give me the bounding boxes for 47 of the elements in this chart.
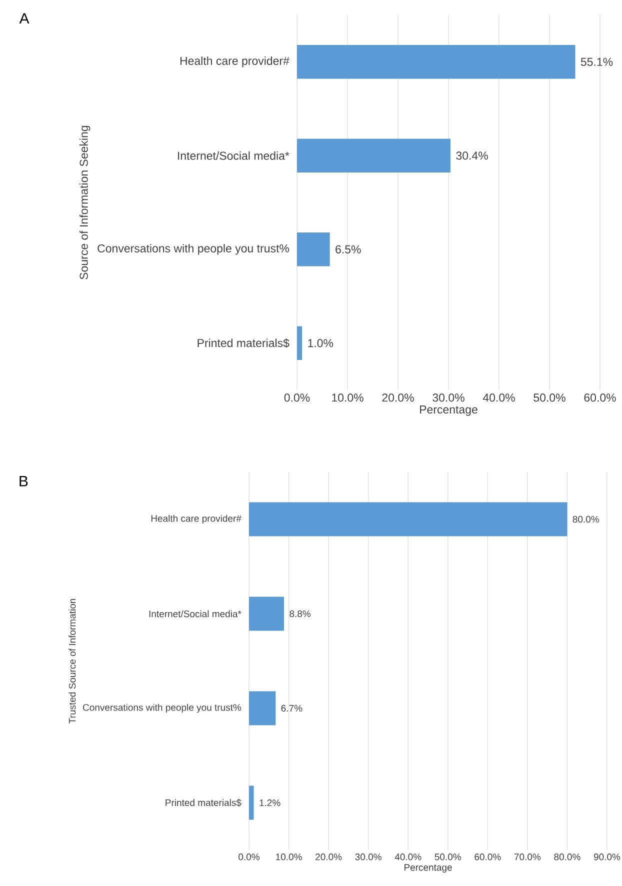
- x-tick-label: 20.0%: [382, 394, 414, 402]
- x-axis-title: Percentage: [404, 864, 452, 873]
- y-tick-label: Conversations with people you trust%: [83, 704, 242, 713]
- x-tick-label: 30.0%: [355, 854, 382, 860]
- y-tick-label: Health care provider#: [180, 56, 290, 68]
- x-axis-title: Percentage: [420, 406, 478, 416]
- bar: [297, 45, 576, 79]
- y-tick-label: Internet/Social media*: [149, 610, 242, 618]
- data-label: 8.8%: [290, 610, 311, 618]
- x-tick-label: 40.0%: [394, 854, 422, 860]
- x-tick-label: 0.0%: [284, 394, 310, 402]
- x-tick-label: 50.0%: [434, 854, 462, 860]
- y-axis-title: Source of Information Seeking: [79, 126, 90, 280]
- bar: [249, 786, 254, 820]
- x-tick-label: 10.0%: [332, 394, 364, 402]
- y-tick-label: Printed materials$: [198, 338, 290, 348]
- x-tick-label: 70.0%: [514, 854, 541, 860]
- bar: [297, 326, 302, 360]
- x-tick-label: 50.0%: [534, 394, 566, 402]
- y-tick-label: Health care provider#: [151, 514, 242, 524]
- text: B: [20, 476, 28, 486]
- x-tick-label: 40.0%: [482, 394, 515, 402]
- data-label: 6.7%: [281, 704, 302, 712]
- x-tick-label: 60.0%: [584, 394, 616, 402]
- x-tick-label: 10.0%: [276, 854, 302, 860]
- x-tick-label: 20.0%: [316, 854, 342, 860]
- data-label: 30.4%: [456, 152, 488, 160]
- y-tick-label: Printed materials$: [166, 798, 242, 807]
- bar: [249, 596, 284, 631]
- x-tick-label: 60.0%: [474, 854, 501, 860]
- data-label: 6.5%: [336, 245, 361, 254]
- data-label: 80.0%: [572, 516, 600, 523]
- bar: [249, 502, 568, 536]
- data-label: 55.1%: [580, 58, 613, 66]
- y-tick-label: Conversations with people you trust%: [98, 244, 290, 255]
- y-tick-label: Internet/Social media*: [178, 151, 290, 160]
- x-tick-label: 0.0%: [238, 854, 260, 860]
- x-tick-label: 30.0%: [432, 394, 464, 402]
- x-tick-label: 80.0%: [554, 854, 580, 860]
- x-tick-label: 90.0%: [594, 854, 620, 860]
- text: A: [19, 13, 30, 24]
- data-label: 1.2%: [260, 799, 280, 806]
- y-axis-title: Trusted Source of Information: [68, 598, 76, 724]
- bar: [297, 138, 451, 172]
- bar: [249, 691, 276, 726]
- bar: [297, 232, 330, 266]
- data-label: 1.0%: [308, 339, 334, 348]
